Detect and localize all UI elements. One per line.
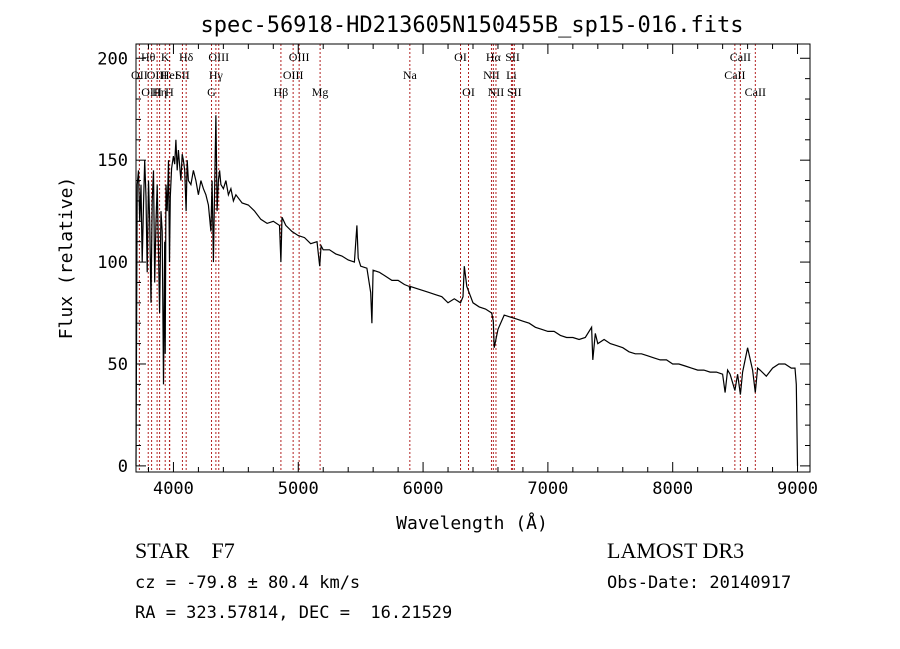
object-class: STAR F7 <box>135 538 235 563</box>
line-label-15: OIII <box>289 50 310 64</box>
line-label-20: NII <box>483 68 500 82</box>
y-tick-label-0: 0 <box>118 457 128 477</box>
line-label-8: SII <box>175 68 190 82</box>
x-axis-ticks: 4000 5000 6000 7000 8000 9000 <box>147 44 818 499</box>
line-label-26: CaII <box>724 68 745 82</box>
y-axis-label: Flux (relative) <box>56 177 77 340</box>
line-label-5: K <box>161 50 170 64</box>
line-label-19: OI <box>462 85 475 99</box>
line-markers <box>138 44 756 472</box>
line-label-2: OIII <box>141 85 162 99</box>
x-tick-label-4000: 4000 <box>153 479 194 499</box>
chart-title: spec-56918-HD213605N150455B_sp15-016.fit… <box>200 13 743 38</box>
y-tick-label-100: 100 <box>97 253 128 273</box>
line-label-28: CaII <box>745 85 766 99</box>
survey-name: LAMOST DR3 <box>607 538 745 563</box>
spectrum-line <box>135 115 799 466</box>
line-label-14: OIII <box>283 68 304 82</box>
x-tick-label-9000: 9000 <box>777 479 818 499</box>
line-label-18: OI <box>454 50 467 64</box>
line-label-10: G <box>207 85 216 99</box>
line-labels: OIIHθOIIIOIIIHηKHeIHSIIHδGHγOIIIHβOIIIOI… <box>131 50 766 99</box>
line-label-4: Hη <box>152 85 167 99</box>
y-tick-label-50: 50 <box>108 355 128 375</box>
line-label-3: OIII <box>147 68 168 82</box>
line-label-0: OII <box>131 68 148 82</box>
line-label-23: SII <box>505 50 520 64</box>
line-label-7: H <box>165 85 174 99</box>
x-tick-label-8000: 8000 <box>652 479 693 499</box>
line-label-13: Hβ <box>274 85 289 99</box>
line-label-17: Na <box>403 68 418 82</box>
y-tick-label-150: 150 <box>97 151 128 171</box>
obs-date: Obs-Date: 20140917 <box>607 573 792 593</box>
y-tick-label-200: 200 <box>97 49 128 69</box>
x-axis-label: Wavelength (Å) <box>396 512 548 534</box>
x-tick-label-7000: 7000 <box>527 479 568 499</box>
plot-frame <box>135 43 811 473</box>
line-label-21: Hα <box>486 50 502 64</box>
redshift-readout: cz = -79.8 ± 80.4 km/s <box>135 573 361 593</box>
line-label-6: HeI <box>161 68 179 82</box>
line-label-27: CaII <box>730 50 751 64</box>
line-label-1: Hθ <box>141 50 156 64</box>
line-label-22: NII <box>488 85 505 99</box>
x-tick-label-6000: 6000 <box>403 479 444 499</box>
line-label-24: Li <box>506 68 517 82</box>
line-label-25: SII <box>507 85 522 99</box>
line-label-11: Hγ <box>209 68 224 82</box>
coordinates: RA = 323.57814, DEC = 16.21529 <box>135 603 453 623</box>
line-label-12: OIII <box>208 50 229 64</box>
line-label-9: Hδ <box>179 50 194 64</box>
y-axis-ticks: 0 50 100 150 200 <box>97 49 810 477</box>
x-tick-label-5000: 5000 <box>278 479 319 499</box>
line-label-16: Mg <box>312 85 329 99</box>
